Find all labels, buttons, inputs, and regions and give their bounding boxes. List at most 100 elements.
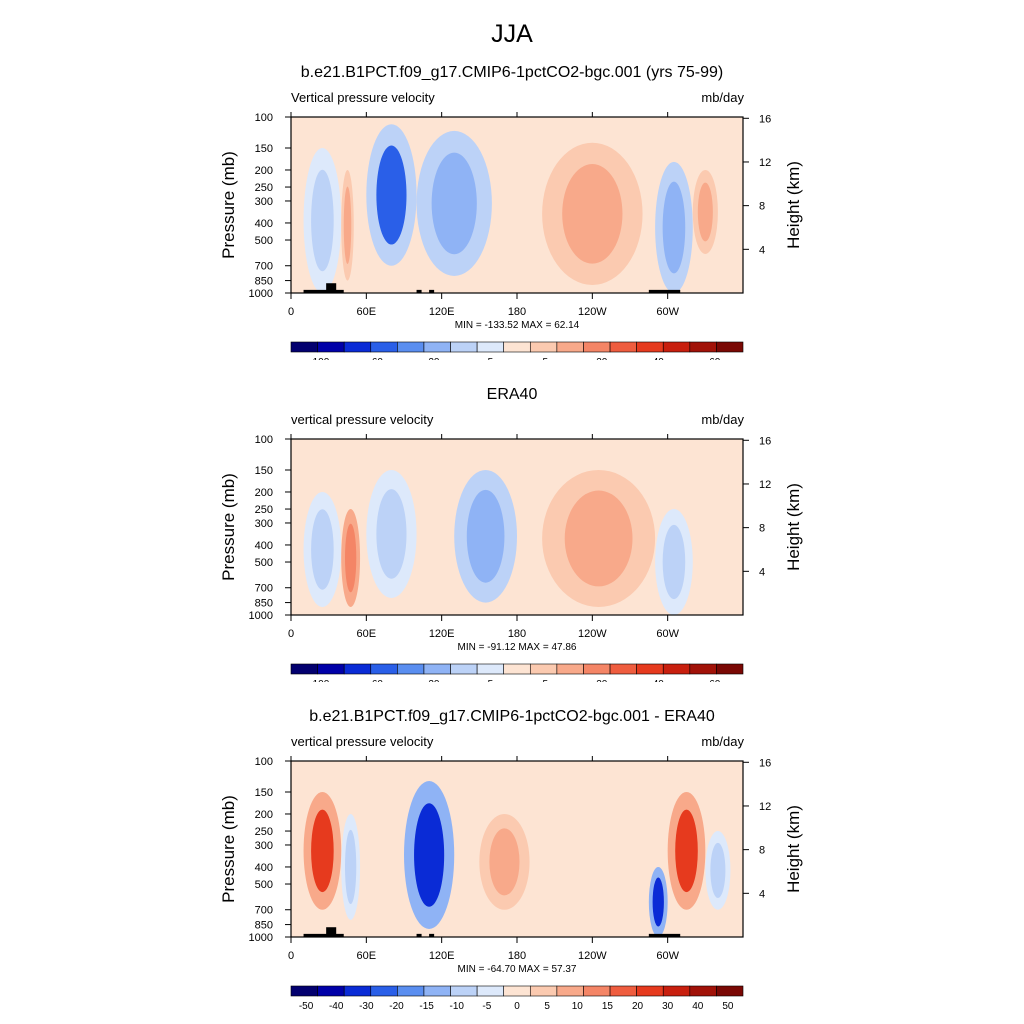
contour-region-inner [414,803,445,907]
colorbar-swatch [343,341,372,353]
y-tick-label: 1000 [249,288,273,300]
colorbar-label: 20 [596,679,608,682]
colorbar-swatch [689,985,717,997]
contour-plot: 0 60E 120E 180 120W 60W1001502002503004005007… [249,112,771,360]
y2-tick-label: 12 [759,479,771,491]
contour-region-inner [311,509,334,590]
colorbar-swatch [689,341,717,353]
colorbar-label: -50 [299,1001,314,1012]
x-tick-label: 60W [656,628,679,640]
topography [416,289,422,293]
x-tick-label: 60E [357,950,377,962]
colorbar-label: 40 [653,679,665,682]
y-tick-label: 400 [255,218,273,230]
y-tick-label: 850 [255,598,273,610]
contour-region-inner [710,842,726,898]
colorbar-swatch [370,663,398,675]
x-tick-label: 120E [429,628,455,640]
colorbar-label: -10 [450,1001,465,1012]
contour-region-inner [376,145,407,245]
colorbar-swatch [583,341,611,353]
colorbar-swatch [397,341,425,353]
contour-region-inner [344,829,357,905]
x-tick-label: 180 [508,628,526,640]
colorbar-label: 20 [632,1001,644,1012]
colorbar-swatch [317,663,345,675]
colorbar-label: -20 [425,679,440,682]
colorbar-swatch [317,985,345,997]
panel-left-string: vertical pressure velocity [291,412,434,427]
colorbar-swatch [343,985,372,997]
colorbar-swatch [556,341,584,353]
y2-tick-label: 4 [759,244,765,256]
colorbar-label: 10 [572,1001,584,1012]
contour-region-inner [489,828,520,896]
colorbar-swatch [476,663,505,675]
panel-title: ERA40 [486,386,538,403]
colorbar-swatch [423,341,451,353]
y-tick-label: 500 [255,235,273,247]
colorbar-swatch [423,985,451,997]
min-max-label: MIN = -133.52 MAX = 62.14 [454,320,580,331]
x-tick-label: 180 [508,306,526,318]
contour-plot: 0 60E 120E 180 120W 60W1001502002503004005007… [249,756,771,1012]
colorbar-swatch [450,341,478,353]
x-tick-label: 60W [656,306,679,318]
y-tick-label: 150 [255,143,273,155]
colorbar-swatch [556,663,584,675]
colorbar-swatch [662,341,691,353]
contour-region-inner [662,524,686,600]
panel-right-string: mb/day [701,90,744,105]
x-tick-label: 60E [357,306,377,318]
y2-tick-label: 12 [759,157,771,169]
colorbar-swatch [689,663,717,675]
contour-region-inner [466,489,505,583]
topography [429,289,435,293]
colorbar-label: -60 [369,357,384,360]
contour-region-inner [564,490,633,587]
contour-region-inner [376,489,407,579]
y-tick-label: 150 [255,787,273,799]
topography [326,283,337,293]
y-tick-label: 850 [255,276,273,288]
colorbar-swatch [716,341,744,353]
topography [326,927,337,937]
colorbar-label: 50 [722,1001,734,1012]
y-tick-label: 300 [255,840,273,852]
colorbar-label: 40 [653,357,665,360]
x-tick-label: 120W [578,950,607,962]
y-tick-label: 500 [255,557,273,569]
y2-tick-label: 4 [759,566,765,578]
colorbar-label: 30 [662,1001,674,1012]
y-tick-label: 250 [255,826,273,838]
colorbar-swatch [290,985,318,997]
colorbar-swatch [290,663,318,675]
topography [648,289,681,293]
contour-plot: 0 60E 120E 180 120W 60W1001502002503004005007… [249,434,771,682]
colorbar-swatch [636,985,664,997]
colorbar-swatch [662,985,691,997]
y-tick-label: 100 [255,756,273,768]
y-tick-label: 700 [255,583,273,595]
y2-tick-label: 16 [759,757,771,769]
colorbar-label: -5 [484,357,493,360]
colorbar-swatch [503,985,531,997]
colorbar-swatch [370,985,398,997]
y-tick-label: 200 [255,809,273,821]
colorbar-swatch [636,341,664,353]
panel-right-string: mb/day [701,734,744,749]
min-max-label: MIN = -91.12 MAX = 47.86 [457,642,577,653]
colorbar-swatch [609,663,637,675]
y-tick-label: 700 [255,261,273,273]
y-tick-label: 700 [255,905,273,917]
y2-tick-label: 16 [759,113,771,125]
colorbar-swatch [583,663,611,675]
colorbar-label: -100 [309,679,329,682]
contour-region-inner [343,186,352,264]
colorbar-swatch [716,663,744,675]
panel-difference: b.e21.B1PCT.f09_g17.CMIP6-1pctCO2-bgc.00… [0,704,1024,1014]
colorbar-label: -20 [425,357,440,360]
contour-region-inner [652,877,664,927]
min-max-label: MIN = -64.70 MAX = 57.37 [457,964,577,975]
